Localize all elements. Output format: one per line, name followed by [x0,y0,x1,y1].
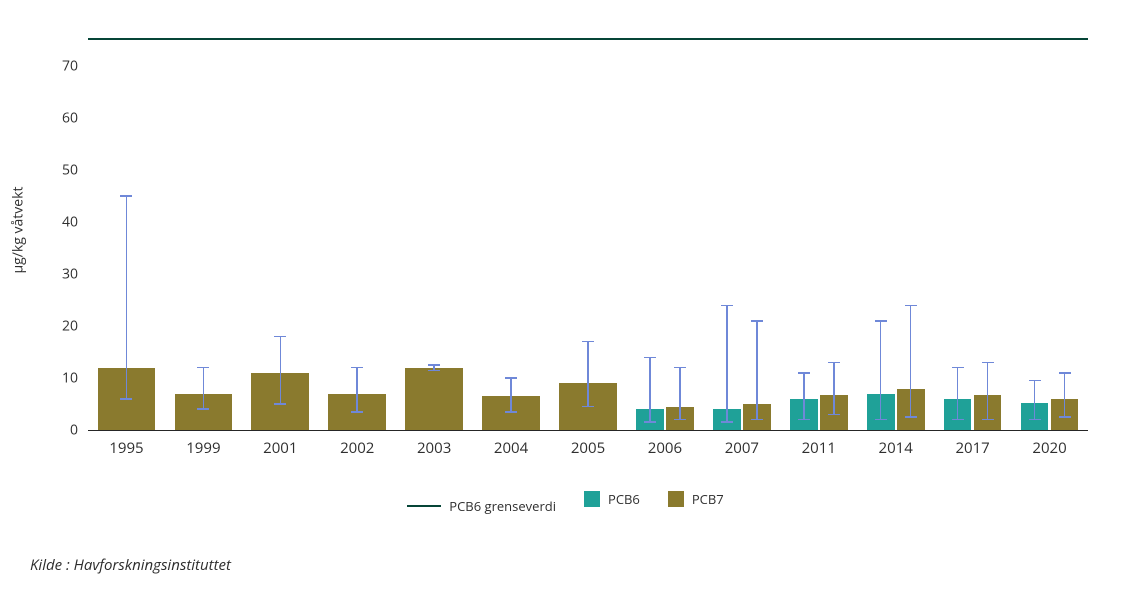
errorbar-cap [644,421,656,423]
source-text: Kilde : Havforskningsinstituttet [30,555,231,575]
errorbar-cap [582,341,594,343]
x-tick-label: 1995 [109,438,143,458]
x-tick-label: 2007 [725,438,759,458]
x-tick-label: 2020 [1032,438,1066,458]
legend: PCB6 grenseverdi PCB6 PCB7 [0,490,1131,515]
errorbar-cap [828,362,840,364]
errorbar-cap [905,416,917,418]
legend-item: PCB7 [668,490,724,508]
errorbar-cap [1059,372,1071,374]
x-tick-label: 2003 [417,438,451,458]
errorbar [987,362,989,419]
y-tick-label: 10 [62,369,78,388]
errorbar-cap [582,406,594,408]
errorbar [1034,381,1036,420]
x-tick-label: 2004 [494,438,528,458]
errorbar-cap [644,357,656,359]
errorbar-cap [982,362,994,364]
errorbar [726,305,728,422]
plot-inner: 0102030405060701995199920012002200320042… [88,30,1088,431]
errorbar [910,305,912,417]
legend-item: PCB6 grenseverdi [407,497,556,515]
legend-box-swatch [668,491,684,507]
errorbar-cap [351,411,363,413]
chart-container: µg/kg våtvekt 01020304050607019951999200… [0,0,1131,603]
y-tick-label: 60 [62,109,78,128]
errorbar-cap [905,305,917,307]
y-tick-label: 0 [70,421,78,440]
errorbar-cap [952,419,964,421]
errorbar-cap [1029,419,1041,421]
errorbar-cap [428,364,440,366]
errorbar-cap [274,336,286,338]
errorbar [880,321,882,420]
errorbar [833,362,835,414]
errorbar-cap [721,421,733,423]
errorbar-cap [751,419,763,421]
y-tick-label: 40 [62,213,78,232]
x-tick-label: 2002 [340,438,374,458]
plot-area: 0102030405060701995199920012002200320042… [88,30,1088,430]
errorbar-cap [798,372,810,374]
x-tick-label: 2017 [955,438,989,458]
legend-line-swatch [407,505,441,507]
errorbar-cap [1029,380,1041,382]
errorbar-cap [197,408,209,410]
errorbar-cap [751,320,763,322]
errorbar [510,378,512,412]
errorbar-cap [197,367,209,369]
y-axis-label: µg/kg våtvekt [9,187,28,274]
bar-PCB7 [405,368,463,430]
errorbar-cap [982,419,994,421]
errorbar-cap [721,305,733,307]
errorbar-cap [274,403,286,405]
legend-label: PCB7 [692,490,724,508]
legend-item: PCB6 [584,490,640,508]
errorbar-cap [505,411,517,413]
errorbar [803,373,805,420]
legend-label: PCB6 [608,490,640,508]
errorbar-cap [875,419,887,421]
errorbar-cap [1059,416,1071,418]
errorbar-cap [952,367,964,369]
x-tick-label: 2011 [802,438,836,458]
errorbar [756,321,758,420]
threshold-line [88,38,1088,40]
errorbar-cap [428,370,440,372]
errorbar-cap [351,367,363,369]
legend-label: PCB6 grenseverdi [449,497,556,515]
errorbar-cap [505,377,517,379]
errorbar-cap [674,367,686,369]
y-tick-label: 70 [62,57,78,76]
y-tick-label: 50 [62,161,78,180]
errorbar-cap [120,195,132,197]
x-tick-label: 2006 [648,438,682,458]
errorbar [587,342,589,407]
y-tick-label: 20 [62,317,78,336]
errorbar [957,368,959,420]
errorbar-cap [828,414,840,416]
errorbar-cap [798,419,810,421]
x-tick-label: 2001 [263,438,297,458]
errorbar [126,196,128,399]
x-tick-label: 2005 [571,438,605,458]
legend-box-swatch [584,491,600,507]
x-tick-label: 2014 [879,438,913,458]
errorbar [203,368,205,410]
errorbar-cap [875,320,887,322]
errorbar [356,368,358,412]
errorbar [649,357,651,422]
x-tick-label: 1999 [186,438,220,458]
errorbar [679,368,681,420]
errorbar-cap [674,419,686,421]
errorbar-cap [120,398,132,400]
errorbar [1064,373,1066,417]
y-tick-label: 30 [62,265,78,284]
errorbar [280,337,282,405]
